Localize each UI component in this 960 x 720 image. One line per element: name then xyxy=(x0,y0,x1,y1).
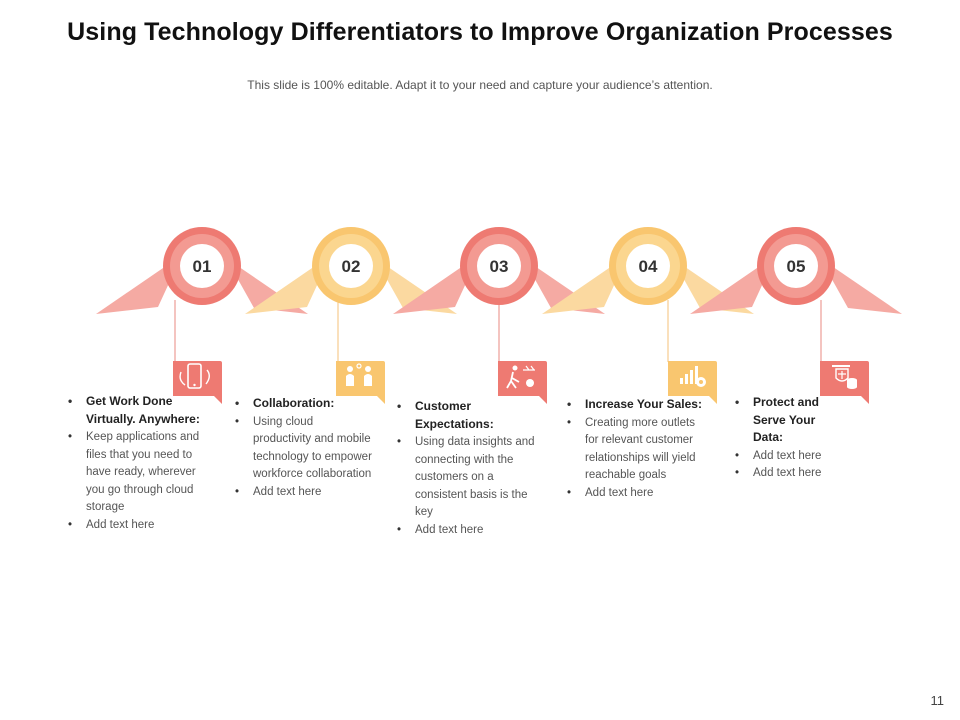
step-point: Add text here xyxy=(233,484,373,502)
step-circle-05: 05 xyxy=(757,227,835,305)
step-number: 03 xyxy=(490,257,509,276)
step-number: 02 xyxy=(342,257,361,276)
step-point: Using data insights and connecting with … xyxy=(395,434,535,522)
step-number: 05 xyxy=(787,257,806,276)
step-circle-04: 04 xyxy=(609,227,687,305)
step-point: Using cloud productivity and mobile tech… xyxy=(233,414,373,484)
slide-title: Using Technology Differentiators to Impr… xyxy=(67,18,893,46)
step-text-02: Collaboration: Using cloud productivity … xyxy=(233,395,373,501)
step-heading: Get Work Done Virtually. Anywhere: xyxy=(66,393,216,428)
step-point: Add text here xyxy=(395,522,535,540)
step-heading: Increase Your Sales: xyxy=(565,396,710,414)
step-circle-02: 02 xyxy=(312,227,390,305)
step-number: 04 xyxy=(639,257,658,276)
step-text-04: Increase Your Sales: Creating more outle… xyxy=(565,396,710,502)
connector-lines xyxy=(174,300,822,362)
step-point: Add text here xyxy=(565,485,710,503)
step-point: Add text here xyxy=(733,465,843,483)
step-circle-03: 03 xyxy=(460,227,538,305)
collaboration-icon xyxy=(336,361,385,404)
customer-goal-icon xyxy=(498,361,547,404)
step-heading: Customer Expectations: xyxy=(395,398,535,433)
step-text-03: Customer Expectations: Using data insigh… xyxy=(395,398,535,539)
step-point: Add text here xyxy=(733,448,843,466)
step-circle-01: 01 xyxy=(163,227,241,305)
page-number: 11 xyxy=(930,693,945,708)
step-point: Add text here xyxy=(66,517,216,535)
sales-growth-icon xyxy=(668,361,717,404)
step-number: 01 xyxy=(193,257,212,276)
step-point: Creating more outlets for relevant custo… xyxy=(565,415,710,485)
step-text-01: Get Work Done Virtually. Anywhere: Keep … xyxy=(66,393,216,534)
step-text-05: Protect and Serve Your Data: Add text he… xyxy=(733,394,843,483)
step-heading: Collaboration: xyxy=(233,395,373,413)
wings xyxy=(96,255,902,314)
step-heading: Protect and Serve Your Data: xyxy=(733,394,843,447)
slide-subtitle: This slide is 100% editable. Adapt it to… xyxy=(247,78,713,92)
step-point: Keep applications and files that you nee… xyxy=(66,429,216,517)
